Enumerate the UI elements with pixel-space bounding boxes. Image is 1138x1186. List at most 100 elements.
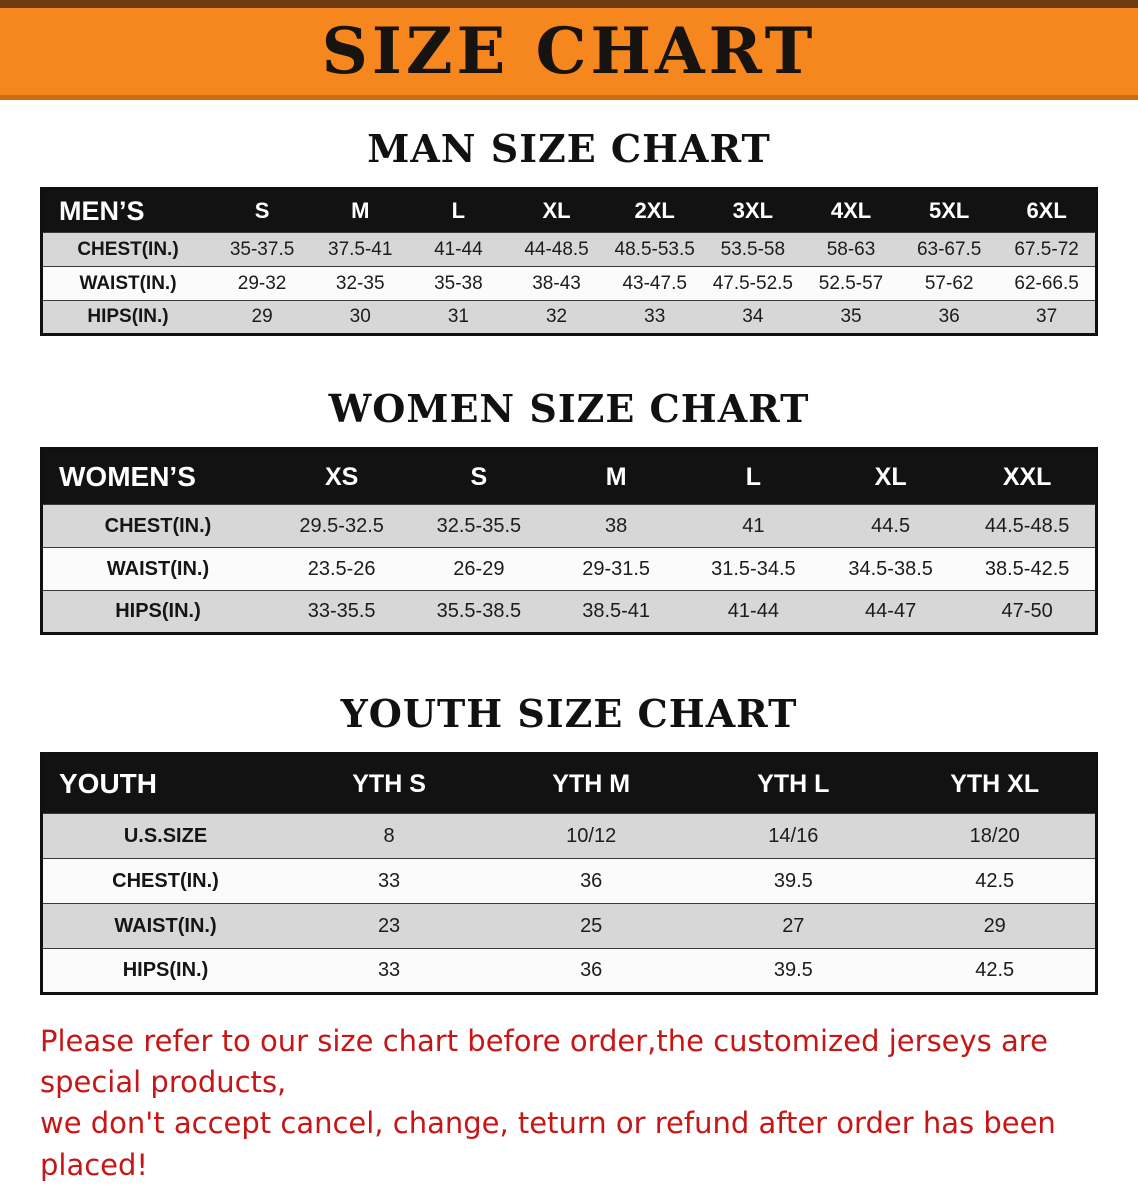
size-value-cell: 47.5-52.5 (712, 272, 793, 294)
size-value-cell: 23.5-26 (307, 557, 376, 580)
size-value-cell: 44-48.5 (524, 238, 589, 260)
size-value-cell: 10/12 (566, 824, 617, 847)
table-row: WAIST(IN.) 23 25 27 29 (41, 903, 1097, 949)
size-value-cell: 32.5-35.5 (436, 514, 522, 537)
table-title-cell: MEN’S (41, 188, 213, 233)
youth-section-heading: YOUTH SIZE CHART (340, 691, 798, 736)
size-value-cell: 32-35 (335, 272, 385, 294)
row-label: WAIST(IN.) (106, 557, 210, 580)
size-value-cell: 29.5-32.5 (299, 514, 384, 537)
row-label: WAIST(IN.) (79, 272, 177, 294)
youth-size-table: YOUTH YTH S YTH M YTH L YTH XL U.S.SIZE 8 10/12… (40, 752, 1098, 995)
order-notice: Please refer to our size chart before or… (40, 1021, 1098, 1186)
size-value-cell: 35.5-38.5 (436, 600, 522, 622)
page-title: SIZE CHART (321, 13, 817, 89)
size-value-cell: 52.5-57 (818, 272, 884, 294)
size-value-cell: 63-67.5 (916, 238, 982, 260)
size-value-cell: 14/16 (768, 824, 819, 847)
size-value-cell: 38.5-41 (582, 600, 651, 622)
notice-line-2: we don't accept cancel, change, teturn o… (40, 1106, 1056, 1182)
size-value-cell: 34.5-38.5 (848, 557, 933, 580)
men-size-table: MEN’S S M L XL 2XL 3XL 4XL 5XL 6XL CHEST(IN.) 35-37… (40, 187, 1098, 336)
table-row: WAIST(IN.) 23.5-26 26-29 29-31.5 31.5-34.5 34… (41, 547, 1097, 591)
row-label: U.S.SIZE (123, 824, 208, 847)
size-column-header: YTH S (288, 753, 491, 814)
size-column-header: S (410, 448, 548, 505)
size-column-header: 5XL (900, 188, 999, 233)
youth-size-chart-section: YOUTH SIZE CHART YOUTH YTH S YTH M YTH L YTH… (0, 691, 1138, 995)
size-value-cell: 31.5-34.5 (711, 557, 796, 580)
size-value-cell: 44-47 (865, 600, 917, 622)
size-value-cell: 18/20 (969, 824, 1020, 847)
size-column-header: M (547, 448, 685, 505)
men-section-heading: MAN SIZE CHART (367, 126, 771, 171)
size-value-cell: 32 (545, 306, 568, 327)
size-value-cell: 38.5-42.5 (984, 557, 1070, 580)
size-value-cell: 36 (580, 959, 603, 981)
table-header-row: YOUTH YTH S YTH M YTH L YTH XL (41, 753, 1097, 814)
size-value-cell: 42.5 (975, 959, 1015, 981)
size-value-cell: 33 (377, 869, 401, 892)
row-label: HIPS(IN.) (115, 600, 201, 622)
size-value-cell: 35-38 (434, 272, 483, 294)
size-value-cell: 37 (1036, 306, 1058, 327)
size-value-cell: 41-44 (434, 238, 483, 260)
row-label: CHEST(IN.) (104, 514, 212, 537)
size-column-header: YTH XL (894, 753, 1097, 814)
women-size-table: WOMEN’S XS S M L XL XXL CHEST(IN.) 29.5-32.5 32.5… (40, 447, 1098, 635)
size-column-header: L (409, 188, 508, 233)
row-label: CHEST(IN.) (77, 238, 179, 260)
table-row: HIPS(IN.) 33 36 39.5 42.5 (41, 948, 1097, 994)
row-label: HIPS(IN.) (87, 306, 169, 327)
size-value-cell: 34 (742, 306, 764, 327)
size-value-cell: 8 (383, 824, 395, 847)
table-header-row: MEN’S S M L XL 2XL 3XL 4XL 5XL 6XL (41, 188, 1097, 233)
size-value-cell: 43-47.5 (622, 272, 687, 294)
size-value-cell: 57-62 (924, 272, 974, 294)
size-value-cell: 39.5 (773, 869, 813, 892)
table-row: WAIST(IN.) 29-32 32-35 35-38 38-43 43-47.5 47.… (41, 266, 1097, 301)
table-header-row: WOMEN’S XS S M L XL XXL (41, 448, 1097, 505)
size-value-cell: 41 (742, 514, 765, 537)
size-value-cell: 29 (983, 914, 1006, 937)
size-value-cell: 38 (605, 514, 628, 537)
men-size-chart-section: MAN SIZE CHART MEN’S S M L XL 2XL 3XL 4XL 5XL 6XL… (0, 126, 1138, 336)
size-value-cell: 39.5 (773, 959, 813, 981)
size-value-cell: 44.5-48.5 (984, 514, 1070, 537)
size-column-header: 6XL (998, 188, 1097, 233)
size-value-cell: 47-50 (1001, 600, 1053, 622)
size-value-cell: 41-44 (727, 600, 779, 622)
table-row: CHEST(IN.) 29.5-32.5 32.5-35.5 38 41 44.5 44.5… (41, 504, 1097, 548)
size-value-cell: 36 (580, 869, 603, 892)
size-value-cell: 29-32 (237, 272, 287, 294)
size-column-header: XS (273, 448, 411, 505)
banner: SIZE CHART (0, 0, 1138, 100)
size-value-cell: 33 (644, 306, 666, 327)
women-section-heading: WOMEN SIZE CHART (328, 386, 810, 431)
table-title-cell: YOUTH (41, 753, 288, 814)
size-value-cell: 38-43 (532, 272, 581, 294)
row-label: HIPS(IN.) (122, 959, 209, 981)
size-value-cell: 23 (377, 914, 401, 937)
size-column-header: XL (822, 448, 960, 505)
row-label: CHEST(IN.) (112, 869, 219, 892)
size-value-cell: 67.5-72 (1014, 238, 1079, 260)
size-value-cell: 35-37.5 (229, 238, 295, 260)
table-row: U.S.SIZE 8 10/12 14/16 18/20 (41, 813, 1097, 859)
size-value-cell: 58-63 (826, 238, 876, 260)
size-value-cell: 30 (349, 306, 371, 327)
size-value-cell: 31 (447, 306, 469, 327)
table-title-cell: WOMEN’S (41, 448, 273, 505)
size-value-cell: 48.5-53.5 (614, 238, 695, 260)
size-column-header: XL (507, 188, 606, 233)
size-value-cell: 33-35.5 (307, 600, 376, 622)
size-value-cell: 37.5-41 (328, 238, 393, 260)
size-column-header: YTH M (490, 753, 693, 814)
size-value-cell: 36 (938, 306, 960, 327)
size-value-cell: 44.5 (871, 514, 911, 537)
size-value-cell: 42.5 (975, 869, 1015, 892)
notice-line-1: Please refer to our size chart before or… (40, 1024, 1048, 1100)
size-column-header: 2XL (605, 188, 704, 233)
table-row: HIPS(IN.) 29 30 31 32 33 34 35 36 37 (41, 300, 1097, 335)
